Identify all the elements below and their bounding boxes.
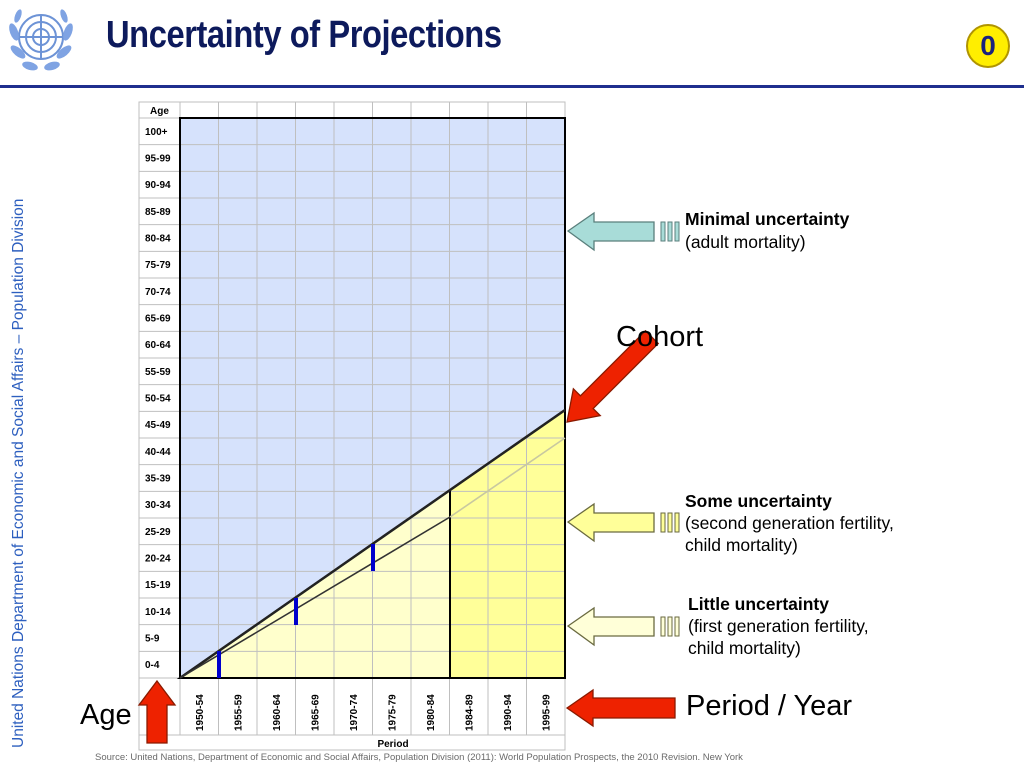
period-tick-label: 1980-84 <box>426 694 437 731</box>
period-tick-label: 1955-59 <box>233 694 244 731</box>
age-tick-label: 40-44 <box>145 447 171 458</box>
age-tick-label: 55-59 <box>145 367 171 378</box>
slide-number-badge: 0 <box>966 24 1010 68</box>
period-tick-label: 1984-89 <box>464 694 475 731</box>
cohort-arrow <box>566 329 660 423</box>
age-tick-label: 100+ <box>145 127 168 138</box>
period-axis-labels: 1950-54 1955-59 1960-64 1965-69 1970-74 1975-… <box>195 694 553 731</box>
period-tick-label: 1995-99 <box>541 694 552 731</box>
header-divider <box>0 85 1024 88</box>
un-emblem-icon <box>9 9 73 71</box>
some-uncertainty-detail-1: (second generation fertility, <box>685 513 894 533</box>
age-tick-label: 85-89 <box>145 207 171 218</box>
lower-recent-region <box>450 410 565 678</box>
age-tick-label: 60-64 <box>145 340 171 351</box>
age-tick-label: 95-99 <box>145 154 171 165</box>
upper-region-border <box>179 117 566 678</box>
cohort-line-lower <box>179 516 451 679</box>
minimal-uncertainty-title: Minimal uncertainty <box>685 209 850 229</box>
age-axis-labels: 0-4 5-9 10-14 15-19 20-24 25-29 30-34 35-39 40-4… <box>145 127 171 671</box>
slide-title: Uncertainty of Projections <box>106 14 502 56</box>
age-tick-label: 20-24 <box>145 554 171 565</box>
little-uncertainty-title: Little uncertainty <box>688 594 829 614</box>
period-year-arrow <box>565 688 676 728</box>
period-year-label: Period / Year <box>686 690 853 722</box>
period-tick-label: 1990-94 <box>503 694 514 731</box>
age-tick-label: 25-29 <box>145 527 171 538</box>
age-tick-label: 45-49 <box>145 420 171 431</box>
minimal-uncertainty-detail: (adult mortality) <box>685 232 806 252</box>
period-tick-label: 1970-74 <box>349 694 360 731</box>
age-tick-label: 15-19 <box>145 580 171 591</box>
age-tick-label: 70-74 <box>145 287 171 298</box>
age-tick-label: 80-84 <box>145 234 171 245</box>
little-uncertainty-arrow <box>566 606 680 647</box>
age-label: Age <box>80 699 132 731</box>
cohort-line-lower-extension <box>449 437 566 518</box>
period-tick-label: 1975-79 <box>387 694 398 731</box>
age-tick-label: 30-34 <box>145 500 171 511</box>
minimal-uncertainty-arrow <box>566 211 680 252</box>
little-uncertainty-detail-1: (first generation fertility, <box>688 616 869 636</box>
period-tick-label: 1950-54 <box>195 694 206 731</box>
little-uncertainty-detail-2: child mortality) <box>688 638 801 658</box>
period-tick-label: 1965-69 <box>310 694 321 731</box>
age-axis-header: Age <box>150 106 169 117</box>
period-tick-label: 1960-64 <box>272 694 283 731</box>
period-axis-footer: Period <box>377 739 408 750</box>
age-tick-label: 0-4 <box>145 660 160 671</box>
age-tick-label: 75-79 <box>145 260 171 271</box>
age-tick-label: 5-9 <box>145 634 160 645</box>
age-arrow <box>137 679 177 744</box>
some-uncertainty-detail-2: child mortality) <box>685 535 798 555</box>
age-tick-label: 65-69 <box>145 314 171 325</box>
some-uncertainty-arrow <box>566 502 680 543</box>
age-tick-label: 50-54 <box>145 394 171 405</box>
age-tick-label: 10-14 <box>145 607 171 618</box>
source-citation: Source: United Nations, Department of Ec… <box>95 752 743 763</box>
cohort-label: Cohort <box>616 321 704 353</box>
some-uncertainty-title: Some uncertainty <box>685 491 832 511</box>
age-tick-label: 90-94 <box>145 180 171 191</box>
grid-lines <box>139 101 566 736</box>
age-tick-label: 35-39 <box>145 474 171 485</box>
